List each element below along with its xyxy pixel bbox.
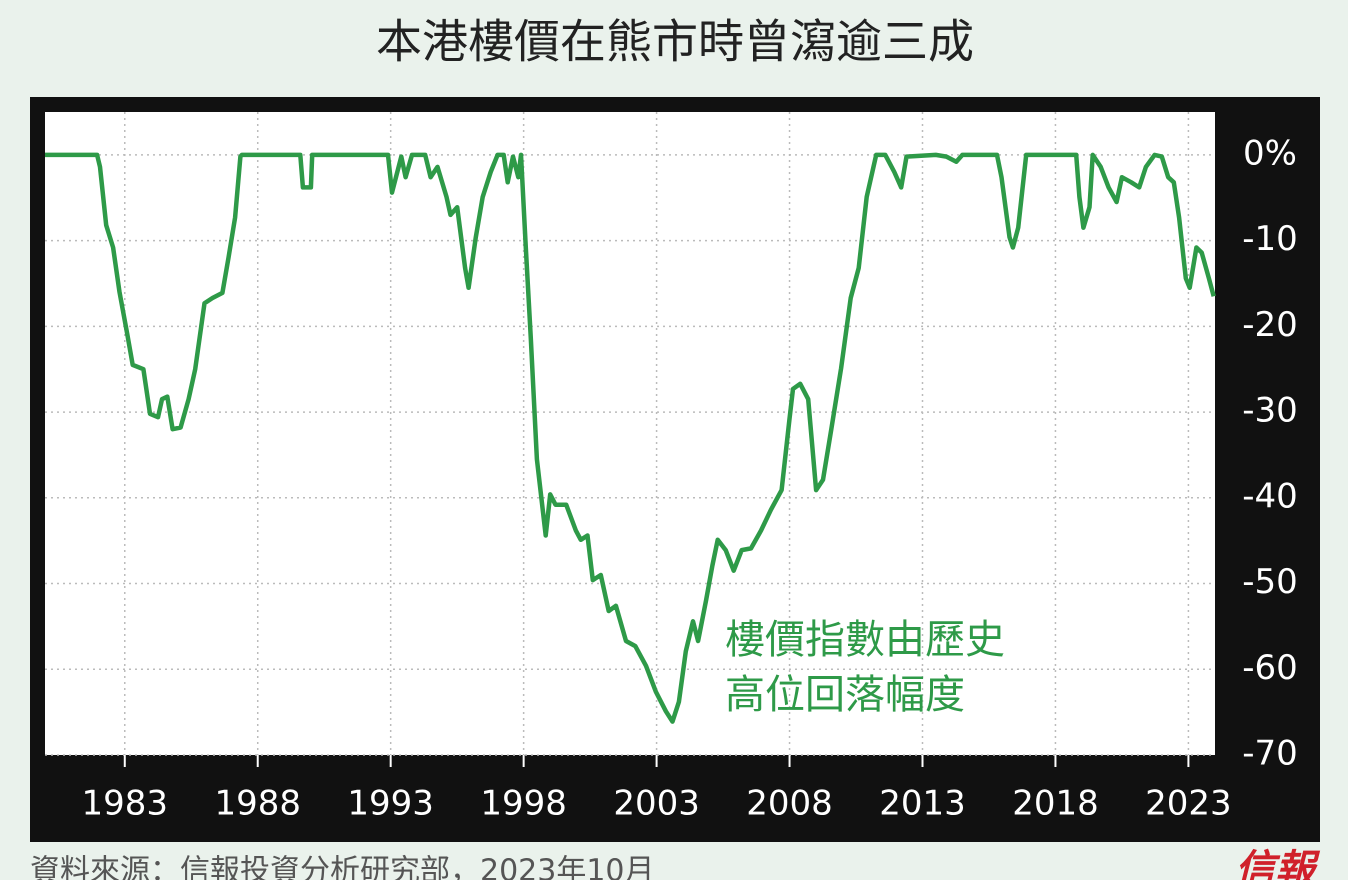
- y-tick-label: -20: [1242, 305, 1298, 345]
- x-tick-label: 2003: [613, 784, 700, 824]
- x-tick-label: 2013: [879, 784, 966, 824]
- x-tick-label: 1993: [347, 784, 434, 824]
- x-tick-label: 2018: [1012, 784, 1099, 824]
- x-tick-label: 1983: [82, 784, 169, 824]
- x-tick-label: 1988: [214, 784, 301, 824]
- x-tick-label: 2008: [746, 784, 833, 824]
- annotation: 樓價指數由歷史: [725, 617, 1005, 663]
- x-tick-label: 1998: [480, 784, 567, 824]
- y-tick-label: -70: [1242, 734, 1298, 774]
- y-tick-label: -60: [1242, 648, 1298, 688]
- y-tick-label: -30: [1242, 391, 1298, 431]
- x-tick-label: 2023: [1145, 784, 1232, 824]
- logo: 信報: [1235, 847, 1321, 880]
- plot-area: [45, 112, 1215, 755]
- y-tick-label: -40: [1242, 476, 1298, 516]
- source: 資料來源：信報投資分析研究部，2023年10月: [30, 854, 655, 881]
- chart-title: 本港樓價在熊市時曾瀉逾三成: [376, 15, 974, 69]
- data-line: [45, 152, 1216, 724]
- y-tick-label: 0%: [1243, 133, 1297, 173]
- annotation: 高位回落幅度: [725, 672, 965, 718]
- y-tick-label: -50: [1242, 562, 1298, 602]
- y-tick-label: -10: [1242, 219, 1298, 259]
